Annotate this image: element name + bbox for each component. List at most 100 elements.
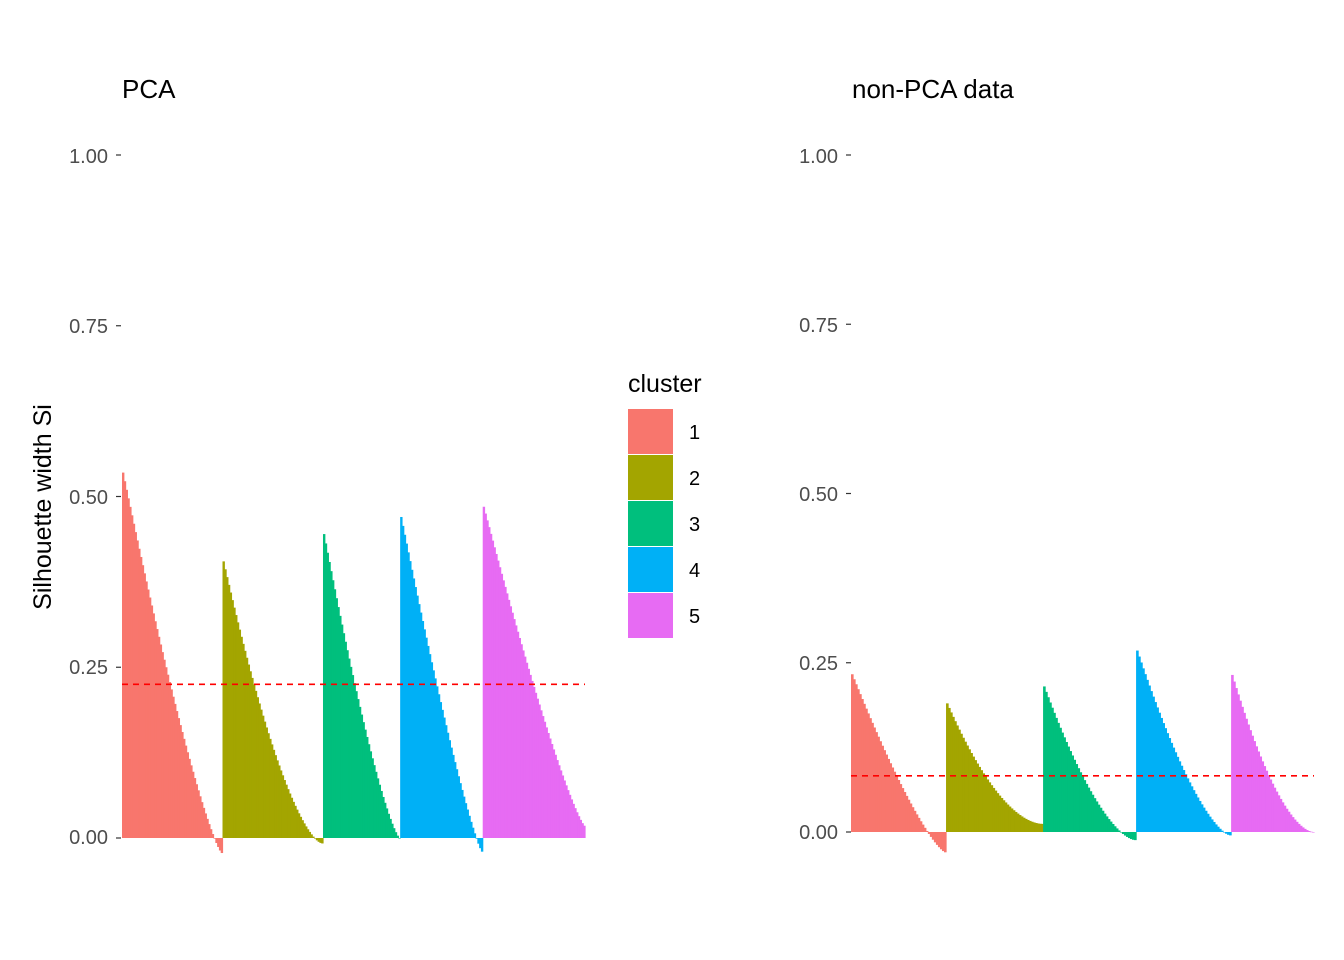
pca-bar-cluster-3 <box>348 658 351 838</box>
pca-bar-cluster-4 <box>461 789 464 838</box>
non-pca-bar-cluster-1 <box>887 758 891 832</box>
pca-bar-cluster-5 <box>550 744 554 838</box>
pca-bar-cluster-3 <box>357 699 360 838</box>
non-pca-bar-cluster-3 <box>1111 823 1115 832</box>
non-pca-y-tick-label-0: 0.00 <box>799 822 838 844</box>
pca-bar-cluster-2 <box>276 760 279 838</box>
pca-bar-cluster-1 <box>211 834 215 838</box>
pca-bar-cluster-1 <box>138 548 141 838</box>
pca-bar-cluster-2 <box>227 584 231 838</box>
non-pca-bar-cluster-1 <box>937 832 941 848</box>
pca-bar-cluster-2 <box>290 797 294 838</box>
pca-bar-cluster-1 <box>202 807 206 838</box>
pca-bar-cluster-4 <box>432 670 435 838</box>
non-pca-bar-cluster-1 <box>905 795 909 832</box>
pca-bar-cluster-4 <box>445 725 448 838</box>
non-pca-bar-cluster-5 <box>1255 746 1258 832</box>
pca-bar-cluster-5 <box>529 674 532 838</box>
non-pca-y-tick-label-1: 0.25 <box>799 653 838 675</box>
non-pca-bar-cluster-3 <box>1083 780 1087 832</box>
non-pca-bar-cluster-2 <box>1000 797 1004 832</box>
pca-bar-cluster-1 <box>175 711 179 838</box>
pca-bar-cluster-1 <box>145 581 148 838</box>
pca-bar-cluster-1 <box>168 682 172 838</box>
legend-label-4: 4 <box>689 560 700 582</box>
non-pca-bar-cluster-3 <box>1095 801 1099 832</box>
non-pca-bar-cluster-2 <box>968 749 971 832</box>
pca-bar-cluster-5 <box>504 586 507 838</box>
pca-bar-cluster-5 <box>520 644 523 838</box>
pca-bar-cluster-2 <box>294 805 297 838</box>
pca-y-tick-label-1: 0.25 <box>69 657 108 679</box>
pca-bar-cluster-1 <box>141 565 145 838</box>
pca-bar-cluster-1 <box>148 597 152 838</box>
legend-swatch-1 <box>628 409 673 454</box>
non-pca-bar-cluster-3 <box>1055 717 1058 832</box>
non-pca-y-tick-label-3: 0.75 <box>799 315 838 337</box>
non-pca-bar-cluster-1 <box>891 767 895 832</box>
pca-bar-cluster-4 <box>454 762 457 838</box>
pca-bar-cluster-4 <box>437 694 441 838</box>
non-pca-bar-cluster-5 <box>1299 825 1303 832</box>
non-pca-bar-cluster-3 <box>1049 702 1052 832</box>
pca-bar-cluster-2 <box>253 684 256 838</box>
pca-bar-cluster-1 <box>213 838 216 839</box>
pca-bar-cluster-4 <box>421 621 425 838</box>
pca-bar-cluster-5 <box>554 754 557 838</box>
pca-bar-cluster-3 <box>391 823 394 838</box>
pca-bar-cluster-5 <box>507 599 511 838</box>
legend-swatch-2 <box>628 455 673 500</box>
pca-bar-cluster-1 <box>209 829 213 838</box>
pca-bar-cluster-2 <box>285 784 288 838</box>
pca-bar-cluster-3 <box>330 571 333 838</box>
pca-bar-cluster-3 <box>398 838 401 839</box>
non-pca-bar-cluster-4 <box>1174 752 1178 832</box>
pca-bar-cluster-2 <box>292 801 295 838</box>
non-pca-bar-cluster-5 <box>1277 795 1281 832</box>
non-pca-bar-cluster-3 <box>1053 712 1056 832</box>
pca-bar-cluster-3 <box>396 835 399 838</box>
pca-bar-cluster-3 <box>337 607 340 838</box>
non-pca-bar-cluster-3 <box>1132 832 1135 840</box>
pca-bar-cluster-2 <box>303 823 306 838</box>
pca-bar-cluster-1 <box>186 752 189 838</box>
pca-bar-cluster-4 <box>443 717 446 838</box>
non-pca-bar-cluster-1 <box>867 713 870 832</box>
non-pca-bar-cluster-5 <box>1285 808 1289 832</box>
non-pca-bar-cluster-1 <box>919 821 923 832</box>
non-pca-bar-cluster-1 <box>855 684 858 832</box>
non-pca-bar-cluster-5 <box>1269 779 1273 832</box>
non-pca-bar-cluster-4 <box>1198 800 1202 832</box>
pca-bar-cluster-5 <box>556 760 559 838</box>
non-pca-bar-cluster-1 <box>885 754 888 832</box>
legend-label-1: 1 <box>689 422 700 444</box>
non-pca-bar-cluster-1 <box>865 708 868 832</box>
pca-bar-cluster-5 <box>525 662 529 838</box>
non-pca-bar-cluster-2 <box>1012 810 1016 832</box>
pca-bar-cluster-4 <box>473 833 477 838</box>
non-pca-bar-cluster-5 <box>1267 775 1271 832</box>
non-pca-bar-cluster-3 <box>1130 832 1133 840</box>
non-pca-bar-cluster-4 <box>1162 723 1165 832</box>
pca-bar-cluster-5 <box>527 668 530 838</box>
non-pca-bar-cluster-1 <box>889 763 893 832</box>
pca-bar-cluster-5 <box>522 650 525 838</box>
non-pca-bar-cluster-1 <box>935 832 939 845</box>
pca-bar-cluster-5 <box>559 770 563 838</box>
pca-bar-cluster-2 <box>306 829 310 838</box>
non-pca-bar-cluster-3 <box>1097 804 1101 832</box>
non-pca-bar-cluster-1 <box>851 674 854 832</box>
pca-bar-cluster-5 <box>577 816 581 838</box>
non-pca-bar-cluster-1 <box>897 780 901 832</box>
pca-bar-cluster-1 <box>195 784 198 838</box>
pca-bar-cluster-4 <box>412 578 416 838</box>
non-pca-bar-cluster-4 <box>1152 696 1155 832</box>
non-pca-bar-cluster-5 <box>1233 681 1236 832</box>
non-pca-bar-cluster-1 <box>875 732 878 832</box>
non-pca-bars <box>851 650 1315 853</box>
pca-bar-cluster-1 <box>163 659 166 838</box>
non-pca-bar-cluster-1 <box>883 750 886 832</box>
pca-bar-cluster-1 <box>172 696 175 838</box>
non-pca-bar-cluster-2 <box>974 760 977 832</box>
non-pca-bar-cluster-1 <box>903 792 907 832</box>
